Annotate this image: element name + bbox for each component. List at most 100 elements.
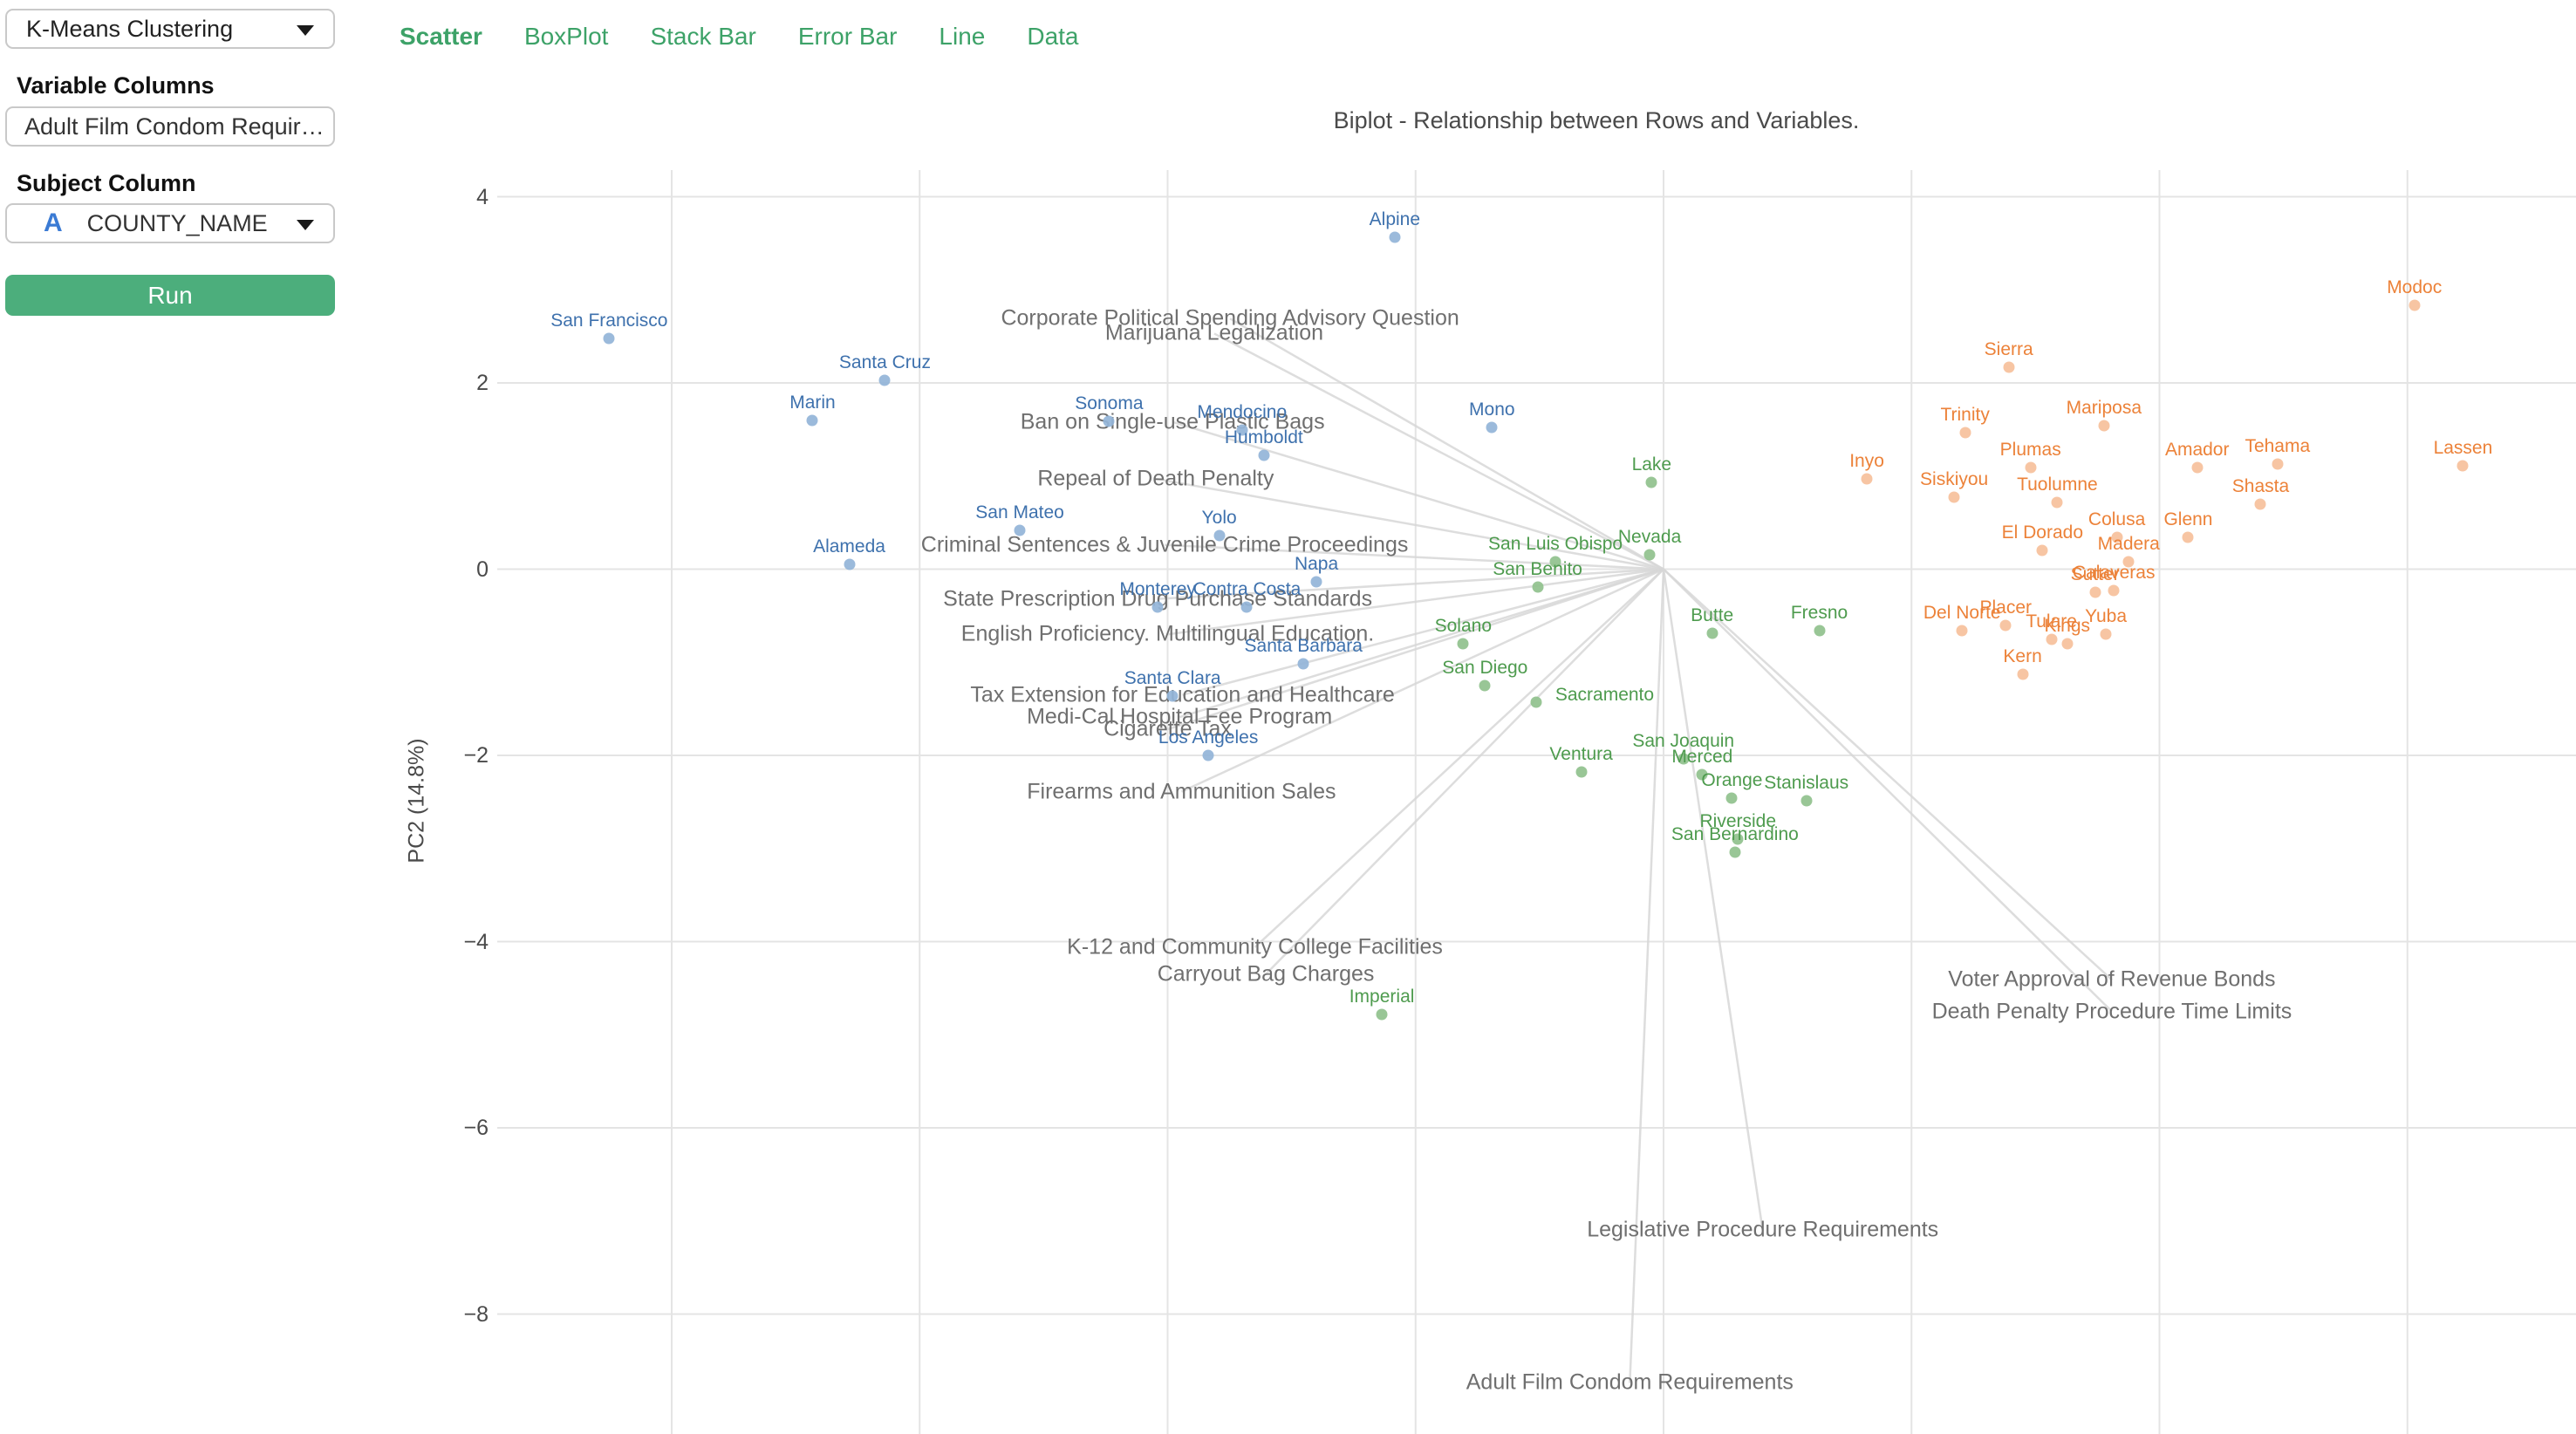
data-point[interactable] [2456, 460, 2469, 472]
point-label: Contra Costa [1192, 579, 1302, 600]
variable-label: K-12 and Community College Facilities [1067, 934, 1443, 959]
data-point[interactable] [2036, 544, 2048, 557]
data-point[interactable] [1575, 766, 1588, 778]
data-point[interactable] [1645, 476, 1657, 488]
data-point[interactable] [1999, 619, 2012, 632]
data-point[interactable] [2409, 299, 2421, 311]
data-point[interactable] [2100, 628, 2112, 640]
data-point[interactable] [2051, 496, 2063, 509]
data-point[interactable] [1240, 601, 1253, 613]
data-point[interactable] [1706, 627, 1718, 639]
point-label: El Dorado [2001, 522, 2084, 543]
data-point[interactable] [1376, 1008, 1388, 1021]
data-point[interactable] [2046, 633, 2058, 645]
point-label: Glenn [2163, 509, 2213, 530]
point-label: San Diego [1442, 657, 1528, 678]
tab-boxplot[interactable]: BoxPlot [523, 23, 609, 50]
data-point[interactable] [1258, 449, 1270, 461]
subject-column-select[interactable]: A COUNTY_NAME [5, 203, 335, 243]
data-point[interactable] [878, 374, 891, 386]
data-point[interactable] [2182, 531, 2194, 543]
data-point[interactable] [1151, 601, 1164, 613]
subject-column-label: Subject Column [17, 170, 196, 196]
run-button[interactable]: Run [5, 275, 335, 316]
data-point[interactable] [1800, 795, 1813, 807]
point-label: Kern [2003, 646, 2042, 667]
point-label: Lake [1631, 454, 1672, 475]
point-label: Butte [1691, 605, 1734, 626]
data-point[interactable] [2061, 638, 2074, 650]
point-label: Monterey [1119, 579, 1196, 600]
data-point[interactable] [1532, 581, 1544, 593]
tab-error-bar[interactable]: Error Bar [797, 23, 898, 50]
data-point[interactable] [1236, 424, 1248, 436]
data-point[interactable] [1213, 529, 1226, 542]
data-point[interactable] [1310, 576, 1322, 588]
point-label: Modoc [2387, 277, 2443, 298]
text-column-type-icon: A [44, 208, 63, 237]
algorithm-select[interactable]: K-Means Clustering [5, 9, 335, 49]
data-point[interactable] [2191, 461, 2204, 474]
data-point[interactable] [2122, 556, 2135, 568]
data-point[interactable] [1643, 549, 1656, 561]
data-point[interactable] [1959, 427, 1971, 439]
data-point[interactable] [1166, 690, 1179, 702]
tab-line[interactable]: Line [939, 23, 986, 50]
point-label: Santa Cruz [838, 352, 931, 372]
point-label: Fresno [1790, 602, 1848, 623]
point-label: Shasta [2231, 475, 2290, 496]
data-point[interactable] [1530, 696, 1542, 708]
point-label: Humboldt [1224, 427, 1303, 448]
tab-data[interactable]: Data [1027, 23, 1079, 50]
point-label: Colusa [2087, 509, 2146, 530]
point-label: Marin [789, 392, 836, 413]
data-point[interactable] [1103, 415, 1115, 427]
chart-type-tabbar: Scatter BoxPlot Stack Bar Error Bar Line Data [400, 23, 1079, 51]
data-point[interactable] [1861, 473, 1873, 485]
data-point[interactable] [1297, 658, 1309, 670]
data-point[interactable] [2272, 458, 2284, 470]
point-label: Napa [1294, 554, 1339, 575]
variable-label: Legislative Procedure Requirements [1587, 1217, 1939, 1242]
variable-label: Carryout Bag Charges [1157, 961, 1375, 987]
data-point[interactable] [1814, 625, 1825, 637]
data-point[interactable] [844, 558, 856, 570]
data-point[interactable] [2108, 584, 2120, 597]
variable-columns-input[interactable] [5, 106, 335, 147]
y-tick-label: 2 [476, 371, 489, 395]
data-point[interactable] [2025, 461, 2037, 474]
data-point[interactable] [2089, 586, 2101, 598]
data-point[interactable] [1677, 753, 1690, 765]
data-point[interactable] [2254, 498, 2266, 510]
data-point[interactable] [2098, 420, 2110, 432]
point-label: San Bernardino [1671, 824, 1799, 845]
point-label: Ventura [1549, 744, 1613, 765]
tab-stack-bar[interactable]: Stack Bar [650, 23, 756, 50]
data-point[interactable] [1389, 231, 1401, 243]
data-point[interactable] [2111, 531, 2123, 543]
data-point[interactable] [1479, 679, 1491, 692]
variable-label: Corporate Political Spending Advisory Qu… [1001, 305, 1459, 331]
point-label: Calaveras [2072, 563, 2156, 584]
data-point[interactable] [2003, 361, 2015, 373]
data-point[interactable] [2017, 668, 2029, 680]
data-point[interactable] [1202, 749, 1214, 761]
data-point[interactable] [1948, 491, 1960, 503]
data-point[interactable] [1696, 768, 1708, 781]
y-tick-label: −2 [463, 743, 489, 768]
data-point[interactable] [1014, 524, 1026, 536]
data-point[interactable] [1549, 556, 1561, 568]
data-point[interactable] [806, 414, 818, 427]
point-label: Imperial [1349, 986, 1415, 1007]
data-point[interactable] [1956, 625, 1968, 637]
data-point[interactable] [603, 332, 615, 345]
data-point[interactable] [1732, 833, 1744, 845]
point-label: Tehama [2245, 435, 2311, 456]
data-point[interactable] [1457, 638, 1469, 650]
tab-scatter[interactable]: Scatter [400, 23, 482, 50]
variable-label: Cigarette Tax [1104, 716, 1232, 741]
point-label: Stanislaus [1764, 773, 1849, 794]
data-point[interactable] [1486, 421, 1498, 434]
data-point[interactable] [1729, 846, 1741, 858]
data-point[interactable] [1725, 792, 1738, 804]
